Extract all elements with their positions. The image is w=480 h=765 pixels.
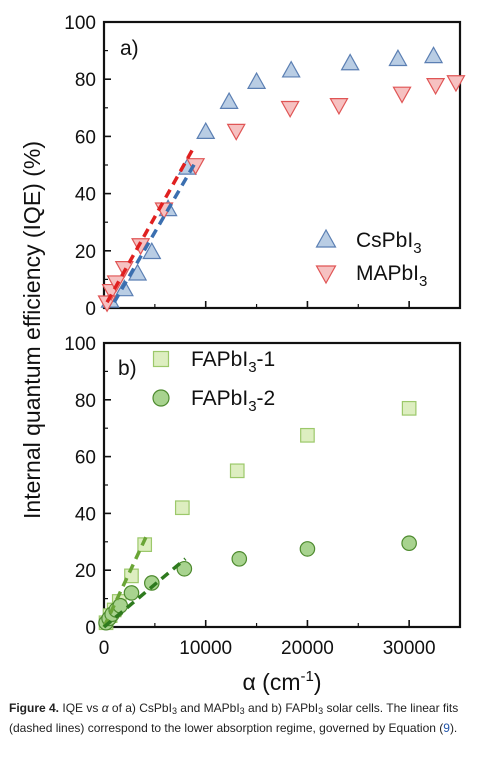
caption-sub-3: 3 bbox=[318, 706, 324, 716]
panel-b-fit-line-2 bbox=[102, 557, 187, 629]
panel-a-series-1-point bbox=[219, 91, 239, 109]
panel-b-series-1-point bbox=[401, 400, 417, 416]
legend-name: CsPbI bbox=[356, 229, 413, 252]
panel-a-legend-label-1: CsPbI3 bbox=[356, 229, 422, 257]
panel-b-series-2-point bbox=[123, 585, 140, 601]
panel-b-series-2-point bbox=[176, 560, 193, 577]
x-axis-label-sup: -1 bbox=[301, 668, 314, 685]
panel-a-series-1-point bbox=[196, 121, 216, 140]
caption-sub-2: 3 bbox=[239, 706, 245, 716]
panel-a-y-tick-label: 40 bbox=[75, 185, 96, 206]
panel-b-series-2-point bbox=[144, 575, 160, 591]
caption-equation-ref[interactable]: 9 bbox=[443, 721, 450, 735]
caption-alpha: α bbox=[101, 701, 109, 715]
panel-a-y-tick-label: 60 bbox=[75, 127, 96, 148]
legend-name: MAPbI bbox=[356, 262, 419, 285]
caption-sub-1: 3 bbox=[171, 706, 177, 716]
legend-subscript: 3 bbox=[419, 273, 427, 290]
panel-b-x-tick-label: 30000 bbox=[383, 638, 436, 659]
caption-text-3: and MAPbI bbox=[180, 701, 240, 715]
panel-b-series-1-point bbox=[300, 427, 315, 443]
legend-subscript: 3 bbox=[248, 359, 256, 376]
x-axis-label-end: ) bbox=[314, 669, 322, 695]
legend-name: FAPbI bbox=[191, 387, 248, 410]
caption-text-4: and b) FAPbI bbox=[248, 701, 319, 715]
legend-suffix: -2 bbox=[257, 387, 276, 410]
panel-a-series-1-point bbox=[246, 71, 267, 89]
panel-b-y-tick-label: 60 bbox=[75, 448, 96, 469]
panel-b-series-2-point bbox=[231, 551, 248, 567]
panel-b-series-2-point bbox=[299, 541, 316, 557]
panel-b-series-2-point bbox=[112, 597, 129, 614]
panel-a-tag: a) bbox=[120, 37, 139, 60]
panel-b-legend-marker-2 bbox=[152, 389, 170, 407]
panel-b-y-tick-label: 20 bbox=[75, 561, 96, 582]
panel-b-legend-label-2: FAPbI3-2 bbox=[191, 387, 275, 415]
panel-a-series-1-point bbox=[388, 48, 408, 67]
caption-text-1: IQE vs bbox=[62, 701, 99, 715]
panel-b-x-tick-label: 0 bbox=[99, 638, 110, 659]
legend-name: FAPbI bbox=[191, 348, 248, 371]
panel-b-y-tick-label: 0 bbox=[85, 618, 96, 639]
panel-b-y-tick-label: 100 bbox=[64, 334, 96, 355]
panel-b-x-tick-label: 10000 bbox=[179, 638, 232, 659]
panel-a-series-2-point bbox=[426, 78, 446, 96]
x-axis-label: α (cm-1) bbox=[242, 668, 321, 695]
panel-a-legend-marker-2 bbox=[315, 265, 337, 285]
caption-text-5: solar cells. The linear fits (dashed lin… bbox=[9, 701, 459, 735]
caption-text-2: of a) CsPbI bbox=[111, 701, 172, 715]
y-axis-label: Internal quantum efficiency (IQE) (%) bbox=[19, 141, 45, 519]
panel-a-series-2-point bbox=[392, 86, 412, 104]
panel-b-series-1-point bbox=[174, 500, 190, 516]
panel-a-y-tick-label: 0 bbox=[85, 299, 96, 320]
panel-a-series-2-point bbox=[280, 100, 300, 119]
figure-caption: Figure 4. IQE vs α of a) CsPbI3 and MAPb… bbox=[9, 700, 474, 737]
iqe-figure: a) b) Internal quantum efficiency (IQE) … bbox=[19, 13, 466, 695]
panel-b-series-2-point bbox=[401, 535, 417, 552]
panel-a-fit-line-1 bbox=[112, 161, 198, 304]
panel-b-y-tick-label: 40 bbox=[75, 504, 96, 525]
legend-subscript: 3 bbox=[248, 398, 256, 415]
panel-a-series-1-point bbox=[340, 53, 360, 71]
panel-a-series-1-point bbox=[281, 60, 301, 78]
panel-b-y-tick-label: 80 bbox=[75, 391, 96, 412]
caption-label: Figure 4. bbox=[9, 701, 60, 715]
panel-a-y-tick-label: 80 bbox=[75, 70, 96, 91]
panel-b-legend-marker-1 bbox=[152, 350, 170, 368]
panel-a-series-1-point bbox=[423, 46, 444, 64]
panel-a-y-tick-label: 20 bbox=[75, 242, 96, 263]
panel-a-series-2-point bbox=[329, 98, 349, 116]
panel-a-series-1-point bbox=[142, 242, 162, 260]
panel-b-legend-label-1: FAPbI3-1 bbox=[191, 348, 275, 376]
legend-suffix: -1 bbox=[257, 348, 276, 371]
caption-text-6: ). bbox=[449, 721, 458, 735]
panel-b-x-tick-label: 20000 bbox=[281, 638, 334, 659]
panel-a-legend-label-2: MAPbI3 bbox=[356, 262, 427, 290]
legend-subscript: 3 bbox=[413, 240, 421, 257]
panel-b-tag: b) bbox=[118, 357, 137, 380]
panel-a-series-2-point bbox=[226, 123, 246, 141]
x-axis-label-main: α (cm bbox=[242, 669, 300, 695]
panel-b-fit-line-1 bbox=[102, 532, 150, 628]
panel-a-legend-marker-1 bbox=[315, 228, 337, 248]
panel-a-series-2-point bbox=[446, 75, 466, 93]
panel-b-series-1-point bbox=[229, 463, 245, 479]
panel-a-y-tick-label: 100 bbox=[64, 13, 96, 34]
